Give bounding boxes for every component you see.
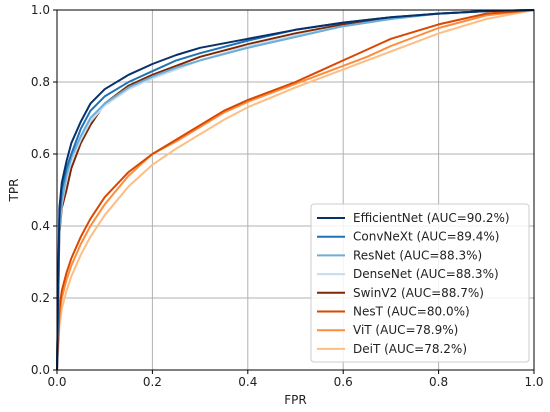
y-tick-label: 1.0 <box>31 3 50 17</box>
roc-curve-nest <box>56 9 535 371</box>
x-tick-label: 0.0 <box>47 375 66 389</box>
x-tick-label: 0.8 <box>429 375 448 389</box>
roc-curve-resnet <box>56 9 535 371</box>
x-tick-label: 0.6 <box>334 375 353 389</box>
x-axis-label: FPR <box>284 393 306 407</box>
legend-label: DeiT (AUC=78.2%) <box>353 342 467 356</box>
y-axis-label: TPR <box>7 179 21 203</box>
x-tick-label: 0.2 <box>143 375 162 389</box>
y-tick-label: 0.2 <box>31 291 50 305</box>
roc-curve-deit <box>56 9 535 371</box>
legend: EfficientNet (AUC=90.2%) ConvNeXt (AUC=89… <box>310 203 530 363</box>
x-tick-label: 1.0 <box>524 375 543 389</box>
legend-label: SwinV2 (AUC=88.7%) <box>353 286 484 300</box>
legend-label: ConvNeXt (AUC=89.4%) <box>353 230 499 244</box>
legend-box <box>310 203 530 363</box>
roc-curve-efficientnet <box>56 9 535 371</box>
plot-frame <box>56 9 535 371</box>
legend-label: ResNet (AUC=88.3%) <box>353 248 482 262</box>
legend-label: ViT (AUC=78.9%) <box>353 323 458 337</box>
y-tick-label: 0.0 <box>31 363 50 377</box>
axis-ticks: 0.0 0.2 0.4 0.6 0.8 1.0 0.0 0.2 0.4 0.6 0.8 1.0 <box>31 3 544 389</box>
legend-label: DenseNet (AUC=88.3%) <box>353 267 499 281</box>
y-tick-label: 0.8 <box>31 75 50 89</box>
y-tick-label: 0.6 <box>31 147 50 161</box>
legend-label: NesT (AUC=80.0%) <box>353 305 470 319</box>
roc-curve-vit <box>56 9 535 371</box>
roc-curves <box>56 9 535 371</box>
x-tick-label: 0.4 <box>238 375 257 389</box>
legend-label: EfficientNet (AUC=90.2%) <box>353 211 510 225</box>
y-tick-label: 0.4 <box>31 219 50 233</box>
